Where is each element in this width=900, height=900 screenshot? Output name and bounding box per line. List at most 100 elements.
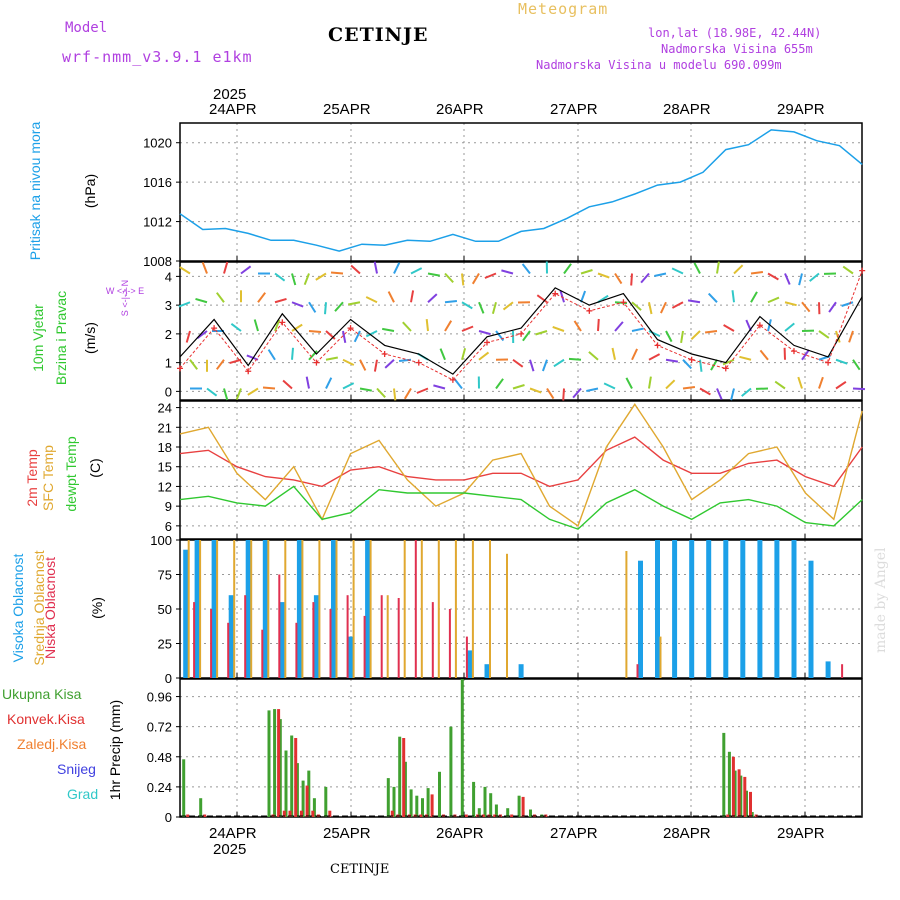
gust-marker-17 [756,322,763,329]
cloud-bar-2-1 [193,602,196,678]
precip-bar-0-25 [483,786,487,817]
wind-barb-139 [502,301,514,311]
wind-barb-126 [291,301,304,308]
wind-barb-168 [315,272,327,281]
cloud-bar-0-7 [296,540,302,678]
precip-bar-0-29 [517,795,521,817]
wind-barb-3 [235,388,242,401]
cloud-bar-0-18 [484,664,490,678]
wind-barb-150 [687,299,701,304]
wind-barb-60 [529,359,535,372]
wind-barb-9 [342,382,355,390]
cloud-bar-0-33 [791,540,797,678]
wind-barb-49 [342,358,355,366]
wind-barb-137 [478,301,485,314]
wind-barb-197 [809,272,820,282]
wind-barb-66 [631,348,639,361]
ytick-label-4-4: 0.96 [147,690,172,705]
ytick-label-2-4: 18 [158,440,172,455]
coords-label: lon,lat (18.98E, 42.44N) [648,26,822,40]
wind-barb-18 [495,378,504,390]
cloud-bar-1-10 [352,540,355,678]
wind-barb-26 [625,377,633,389]
wind-barb-45 [267,349,276,361]
cloud-bar-2-5 [261,629,264,678]
wind-barb-149 [671,301,684,309]
model-label: Model [65,20,108,36]
wind-barb-24 [586,387,599,392]
wind-barb-194 [767,272,779,281]
cloud-bar-0-30 [740,540,746,678]
cloud-bar-0-17 [467,650,473,678]
cloud-bar-2-11 [363,615,366,678]
gust-marker-5 [347,325,354,332]
wind-barb-37 [818,376,824,389]
day-label-top-2: 26APR [436,101,484,118]
wind-barb-83 [230,322,242,332]
wind-barb-189 [671,267,684,275]
ytick-label-4-3: 0.72 [147,720,172,735]
gust-marker-1 [211,325,218,332]
wind-barb-108 [665,330,673,343]
wind-barb-188 [654,272,667,277]
wind-barb-63 [568,357,582,361]
cloud-bar-0-24 [638,560,643,678]
wind-barb-28 [665,379,676,390]
precip-bar-0-19 [426,788,430,817]
wind-barb-10 [359,387,372,392]
wind-barb-67 [648,353,661,361]
precip-bar-1-34 [737,769,741,817]
wind-barb-119 [848,330,854,343]
precip-bar-1-6 [294,738,298,817]
wind-barb-159 [841,301,854,307]
precip-bar-1-8 [305,785,309,817]
cloud-bar-2-8 [312,602,315,678]
wind-barb-20 [529,387,542,394]
wind-barb-13 [403,387,412,400]
precip-bar-1-4 [282,810,286,817]
wind-barb-151 [707,292,718,303]
wind-barb-121 [195,297,208,304]
precip-bar-0-22 [460,679,464,817]
wind-barb-182 [563,263,572,275]
cloud-bar-1-11 [369,540,372,678]
ytick-label-2-5: 21 [158,420,172,435]
temp-sfc-line [179,403,863,527]
precip-bar-0-27 [494,804,498,817]
wind-barb-100 [522,330,531,342]
precip-bar-0-10 [312,798,316,817]
precip-bar-0-30 [529,809,532,817]
wind-barb-171 [373,261,378,274]
cloud-bar-0-32 [774,540,780,678]
wind-barb-52 [384,359,395,369]
precip-bar-0-28 [506,808,510,817]
wind-barb-191 [716,261,720,274]
cloud-bar-0-25 [655,540,660,678]
wind-barb-56 [461,347,467,361]
wind-barb-33 [741,387,752,397]
wind-barb-148 [659,301,667,314]
cloud-bar-0-6 [279,602,285,678]
wind-barb-156 [801,301,811,313]
product-title: Meteogram [518,0,609,18]
wind-barb-147 [648,302,653,315]
cloud-bar-0-27 [689,540,695,678]
precip-bar-0-7 [295,763,299,817]
wind-barb-89 [342,330,347,343]
wind-barb-93 [402,321,412,332]
wind-barb-30 [699,387,711,396]
gust-marker-13 [620,299,627,306]
panel-frame-4 [179,678,863,818]
wind-barb-169 [330,271,344,275]
wind-barb-22 [562,388,565,401]
cloud-bar-0-8 [313,595,319,678]
wind-barb-46 [291,347,294,360]
wind-barb-196 [798,273,803,286]
cloud-bar-1-0 [187,540,190,678]
precip-bar-1-29 [521,796,525,817]
precip-bar-1-35 [743,776,747,817]
precip-bar-0-8 [301,780,305,817]
legend-freezing-rain: Zaledj.Kisa [17,736,87,752]
cloud-bar-0-1 [194,540,200,678]
